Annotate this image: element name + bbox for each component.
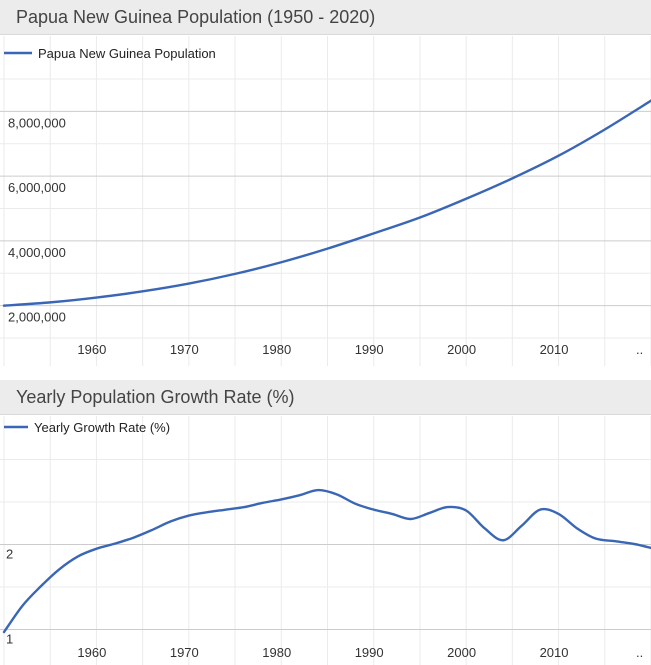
- growth-x-tick-label: 2010: [540, 645, 569, 660]
- population-chart-header: Papua New Guinea Population (1950 - 2020…: [0, 0, 651, 35]
- population-chart-panel: Papua New Guinea Population (1950 - 2020…: [0, 0, 651, 366]
- population-y-tick-label: 4,000,000: [8, 245, 66, 260]
- growth-gridlines: [0, 416, 651, 665]
- growth-legend: Yearly Growth Rate (%): [4, 420, 170, 435]
- population-x-tick-label: 1990: [355, 342, 384, 357]
- growth-rate-chart: 1 2 1960 1970 1980 1990 2000 2010 .. Yearly Growt…: [0, 416, 651, 665]
- growth-x-tick-label: 1980: [262, 645, 291, 660]
- growth-y-tick-label: 2: [6, 547, 13, 562]
- growth-rate-chart-title: Yearly Population Growth Rate (%): [16, 387, 295, 407]
- population-legend: Papua New Guinea Population: [4, 46, 216, 61]
- population-x-tick-label: 1980: [262, 342, 291, 357]
- growth-x-tick-label: 1990: [355, 645, 384, 660]
- growth-x-tick-label: 1970: [170, 645, 199, 660]
- population-y-tick-label: 2,000,000: [8, 310, 66, 325]
- population-x-tick-label: 1970: [170, 342, 199, 357]
- growth-legend-label: Yearly Growth Rate (%): [34, 420, 170, 435]
- population-x-tick-label: 2000: [447, 342, 476, 357]
- growth-x-tick-label: 1960: [77, 645, 106, 660]
- population-gridlines: [0, 36, 651, 366]
- growth-x-overflow-label: ..: [636, 645, 643, 660]
- population-series-line: [2, 99, 651, 307]
- growth-y-tick-label: 1: [6, 632, 13, 647]
- population-x-tick-label: 2010: [540, 342, 569, 357]
- population-chart: 2,000,000 4,000,000 6,000,000 8,000,000 1960…: [0, 36, 651, 366]
- population-x-tick-label: 1960: [77, 342, 106, 357]
- growth-rate-chart-panel: Yearly Population Growth Rate (%) 1 2 1960…: [0, 380, 651, 665]
- population-legend-label: Papua New Guinea Population: [38, 46, 216, 61]
- growth-rate-chart-header: Yearly Population Growth Rate (%): [0, 380, 651, 415]
- population-chart-title: Papua New Guinea Population (1950 - 2020…: [16, 7, 376, 27]
- population-y-tick-label: 8,000,000: [8, 115, 66, 130]
- population-x-overflow-label: ..: [636, 342, 643, 357]
- population-y-tick-label: 6,000,000: [8, 180, 66, 195]
- growth-series-line: [2, 488, 651, 634]
- growth-x-tick-label: 2000: [447, 645, 476, 660]
